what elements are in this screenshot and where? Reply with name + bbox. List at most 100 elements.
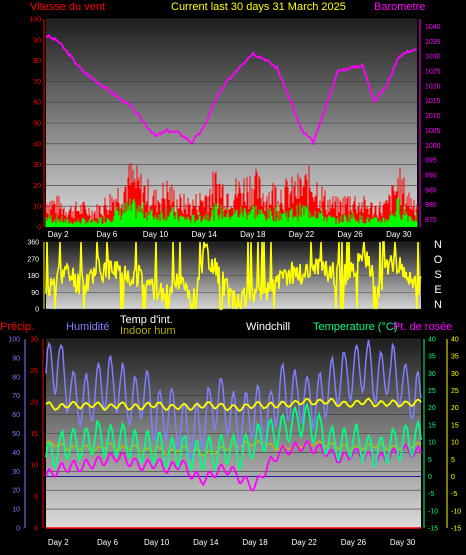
precip-tick-label: 20: [30, 400, 38, 407]
temp-int-tick-label: -5: [451, 491, 457, 498]
direction-letter: N: [434, 299, 442, 311]
precip-tick-label: 15: [30, 431, 38, 438]
temp-int-tick-label: 0: [451, 474, 455, 481]
baro-tick-label: 1010: [425, 113, 441, 120]
temp-int-series: [45, 397, 422, 412]
wind-tick-label: 10: [33, 204, 41, 211]
legend-precip: Précip.: [0, 321, 34, 333]
temp-int-tick-label: -10: [451, 508, 461, 515]
x-tick-label-top: Day 18: [240, 230, 266, 239]
baro-tick-label: 990: [425, 173, 437, 180]
wind-tick-label: 60: [33, 100, 41, 107]
temp-tick-label: 10: [428, 440, 436, 447]
wind-direction-series: [45, 241, 422, 310]
temp-tick-label: 15: [428, 422, 436, 429]
legend-windchill: Windchill: [246, 321, 290, 333]
wind-tick-label: 20: [33, 183, 41, 190]
temp-int-tick-label: 10: [451, 440, 459, 447]
temp-int-tick-label: 30: [451, 371, 459, 378]
dewpoint-series: [45, 439, 422, 492]
baro-axis-title: Barometre: [374, 1, 425, 13]
baro-tick-label: 1005: [425, 128, 441, 135]
direction-tick-label: 270: [27, 256, 39, 263]
precip-tick-label: 30: [30, 337, 38, 344]
humidity-tick-label: 30: [12, 469, 20, 476]
temp-tick-label: -15: [428, 526, 438, 533]
precip-tick-label: 25: [30, 368, 38, 375]
baro-tick-label: 975: [425, 217, 437, 224]
direction-letter: E: [434, 284, 441, 296]
wind-tick-label: 40: [33, 141, 41, 148]
baro-tick-label: 980: [425, 202, 437, 209]
temp-tick-label: -5: [428, 491, 434, 498]
temp-int-tick-label: 25: [451, 388, 459, 395]
x-tick-label-bottom: Day 18: [242, 538, 268, 547]
legend-temperature: Temperature (°C): [313, 321, 397, 333]
humidity-series: [45, 339, 422, 460]
temp-int-tick-label: 15: [451, 422, 459, 429]
direction-tick-label: 90: [31, 290, 39, 297]
baro-tick-label: 1025: [425, 69, 441, 76]
legend-temp-int: Temp d'int.: [120, 314, 173, 326]
direction-tick-label: 0: [35, 307, 39, 314]
temp-int-tick-label: 35: [451, 354, 459, 361]
direction-tick-label: 360: [27, 240, 39, 247]
x-tick-label-top: Day 6: [96, 230, 117, 239]
temp-tick-label: 40: [428, 337, 436, 344]
wind-tick-label: 70: [33, 79, 41, 86]
humidity-tick-label: 10: [12, 507, 20, 514]
x-tick-label-bottom: Day 26: [341, 538, 367, 547]
temp-tick-label: 30: [428, 371, 436, 378]
wind-tick-label: 80: [33, 58, 41, 65]
humidity-tick-label: 100: [8, 337, 20, 344]
x-tick-label-top: Day 14: [191, 230, 217, 239]
temp-int-tick-label: 20: [451, 405, 459, 412]
humidity-tick-label: 80: [12, 374, 20, 381]
baro-tick-label: 985: [425, 187, 437, 194]
baro-tick-label: 1020: [425, 83, 441, 90]
x-tick-label-bottom: Day 14: [193, 538, 219, 547]
temp-tick-label: 0: [428, 474, 432, 481]
barometer-series: [45, 33, 417, 146]
temp-int-tick-label: 5: [451, 457, 455, 464]
x-tick-label-top: Day 2: [48, 230, 69, 239]
x-tick-label-top: Day 22: [289, 230, 315, 239]
wind-axis-title: Vitesse du vent: [30, 1, 105, 13]
x-tick-label-bottom: Day 2: [48, 538, 69, 547]
baro-tick-label: 1030: [425, 54, 441, 61]
temp-tick-label: 20: [428, 405, 436, 412]
humidity-tick-label: 60: [12, 412, 20, 419]
legend-humidity: Humidité: [66, 321, 109, 333]
humidity-tick-label: 40: [12, 450, 20, 457]
humidity-tick-label: 20: [12, 488, 20, 495]
x-tick-label-bottom: Day 30: [390, 538, 416, 547]
x-tick-label-top: Day 10: [143, 230, 169, 239]
temp-int-tick-label: -15: [451, 526, 461, 533]
direction-letter: N: [434, 239, 442, 251]
direction-letter: O: [434, 254, 443, 266]
precip-tick-label: 10: [30, 463, 38, 470]
direction-tick-label: 180: [27, 273, 39, 280]
wind-tick-label: 90: [33, 37, 41, 44]
x-tick-label-bottom: Day 6: [97, 538, 118, 547]
baro-tick-label: 1035: [425, 39, 441, 46]
chart-title: Current last 30 days 31 March 2025: [171, 1, 346, 13]
ticks-layer: 0102030405060708090100975980985990995100…: [8, 17, 461, 548]
temp-tick-label: -10: [428, 508, 438, 515]
wind-tick-label: 50: [33, 121, 41, 128]
temp-tick-label: 5: [428, 457, 432, 464]
precip-tick-label: 5: [34, 494, 38, 501]
indoor-humidity-series: [45, 440, 422, 457]
wind-tick-label: 0: [37, 225, 41, 232]
humidity-tick-label: 70: [12, 393, 20, 400]
temperature-series: [45, 402, 422, 473]
x-tick-label-bottom: Day 10: [144, 538, 170, 547]
precip-tick-label: 0: [34, 526, 38, 533]
humidity-tick-label: 0: [16, 526, 20, 533]
wind-average-series: [45, 197, 418, 227]
baro-tick-label: 995: [425, 158, 437, 165]
humidity-tick-label: 90: [12, 355, 20, 362]
wind-tick-label: 100: [29, 17, 41, 24]
humidity-tick-label: 50: [12, 431, 20, 438]
